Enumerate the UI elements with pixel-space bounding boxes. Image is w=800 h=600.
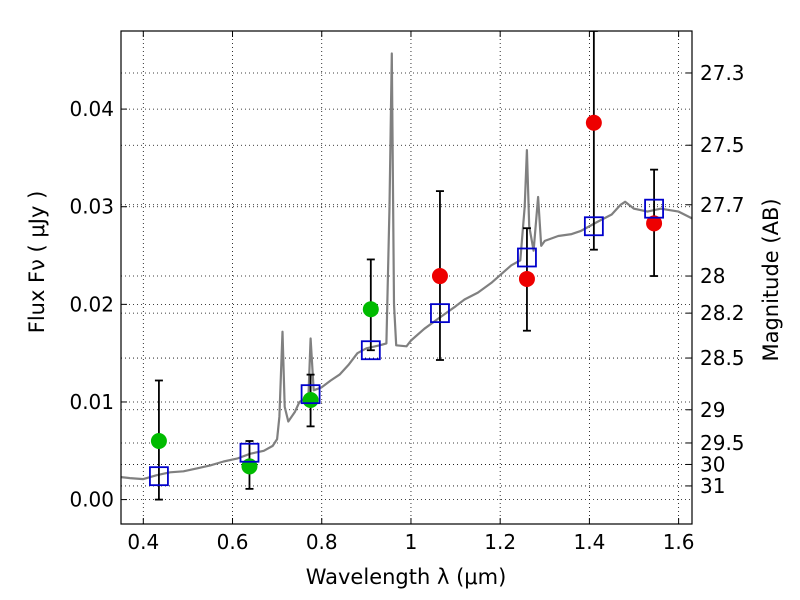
x-tick-label: 0.4 — [127, 530, 159, 554]
magnitude-tick-label: 27.3 — [700, 61, 745, 85]
x-tick-label: 1.2 — [484, 530, 516, 554]
red-data-point — [646, 215, 663, 232]
tick-labels: 0.4 0.6 0.8 1 1.2 1.4 1.6 0.00 0.01 0.02 0.03 0.04 2… — [69, 61, 744, 554]
model-band-square — [644, 198, 664, 219]
green-data-point — [150, 433, 167, 450]
magnitude-tick-label: 27.7 — [700, 193, 745, 217]
y-tick-label: 0.03 — [69, 195, 114, 219]
plot-frame — [120, 30, 693, 525]
x-tick-label: 1.4 — [573, 530, 605, 554]
x-tick-label: 0.8 — [306, 530, 338, 554]
y-tick-label: 0.04 — [69, 97, 114, 121]
model-band-square — [300, 384, 321, 405]
green-data-point — [362, 301, 379, 318]
y-tick-label: 0.00 — [69, 488, 114, 512]
magnitude-tick-label: 28.5 — [700, 346, 745, 370]
model-band-square — [430, 303, 450, 324]
magnitude-tick-label: 31 — [700, 474, 725, 498]
red-data-point — [431, 268, 448, 285]
y-tick-label: 0.01 — [69, 390, 114, 414]
magnitude-tick-label: 28 — [700, 264, 725, 288]
model-band-square — [360, 340, 381, 361]
magnitude-tick-label: 27.5 — [700, 133, 745, 157]
magnitude-tick-label: 29.5 — [700, 431, 745, 455]
model-band-square — [239, 442, 260, 463]
red-data-point — [518, 270, 535, 287]
y-axis-right-label: Magnitude (AB) — [759, 198, 783, 361]
x-tick-label: 1 — [405, 530, 418, 554]
x-tick-label: 1.6 — [663, 530, 695, 554]
magnitude-tick-label: 29 — [700, 398, 725, 422]
x-tick-label: 0.6 — [217, 530, 249, 554]
model-band-square — [583, 216, 604, 237]
x-axis-label: Wavelength λ (μm) — [306, 565, 507, 589]
y-axis-label: Flux Fν ( μJy ) — [25, 191, 49, 334]
plot-area — [121, 31, 692, 501]
magnitude-tick-label: 30 — [700, 452, 725, 476]
model-band-square — [149, 466, 169, 487]
y-tick-label: 0.02 — [69, 292, 114, 316]
axes — [120, 30, 693, 525]
magnitude-tick-label: 28.2 — [700, 301, 745, 325]
red-data-point — [585, 114, 602, 131]
grid-lines — [121, 31, 692, 524]
green-data-point — [302, 392, 319, 409]
model-band-square — [517, 247, 537, 268]
model-spectrum-line — [121, 52, 692, 481]
green-data-point — [241, 458, 258, 475]
